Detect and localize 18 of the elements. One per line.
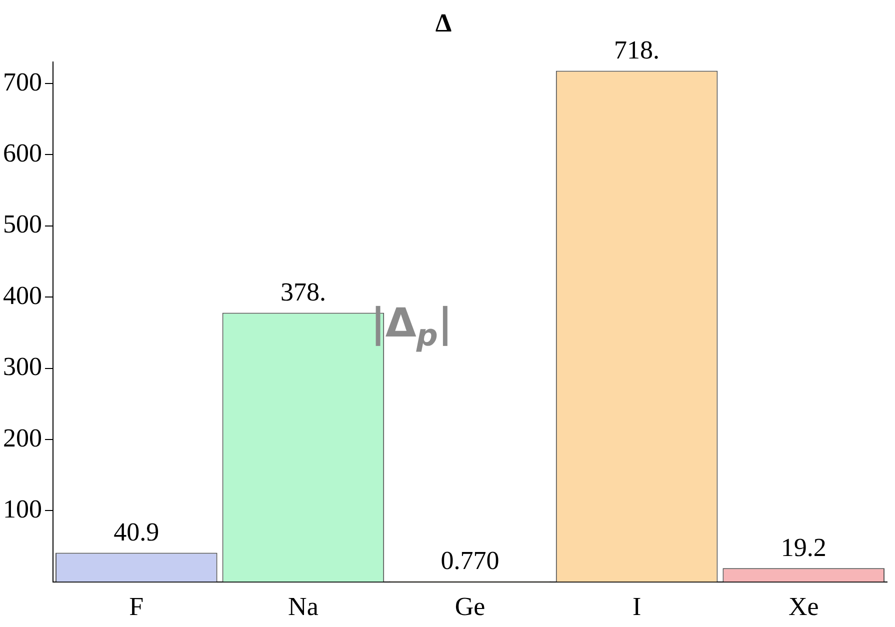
x-tick-label: Xe [788, 592, 819, 622]
data-label: 378. [280, 278, 326, 307]
y-tick-label: 200 [3, 423, 42, 452]
data-label: 40.9 [114, 518, 160, 547]
y-tick-label: 100 [3, 494, 42, 524]
x-tick-label: F [129, 592, 144, 622]
data-label: 718. [614, 36, 660, 65]
y-tick-label: 300 [3, 352, 42, 382]
data-label: 0.770 [440, 546, 500, 576]
y-tick-label: 700 [3, 67, 42, 96]
data-label: 19.2 [780, 532, 826, 562]
y-tick-label: 600 [3, 138, 42, 168]
chart-title: Δ [435, 8, 452, 38]
x-tick-label: Ge [454, 592, 486, 622]
x-tick-label: I [632, 592, 642, 622]
x-tick-label: Na [288, 592, 319, 622]
y-tick-label: 400 [3, 280, 42, 310]
y-tick-label: 500 [3, 210, 42, 239]
